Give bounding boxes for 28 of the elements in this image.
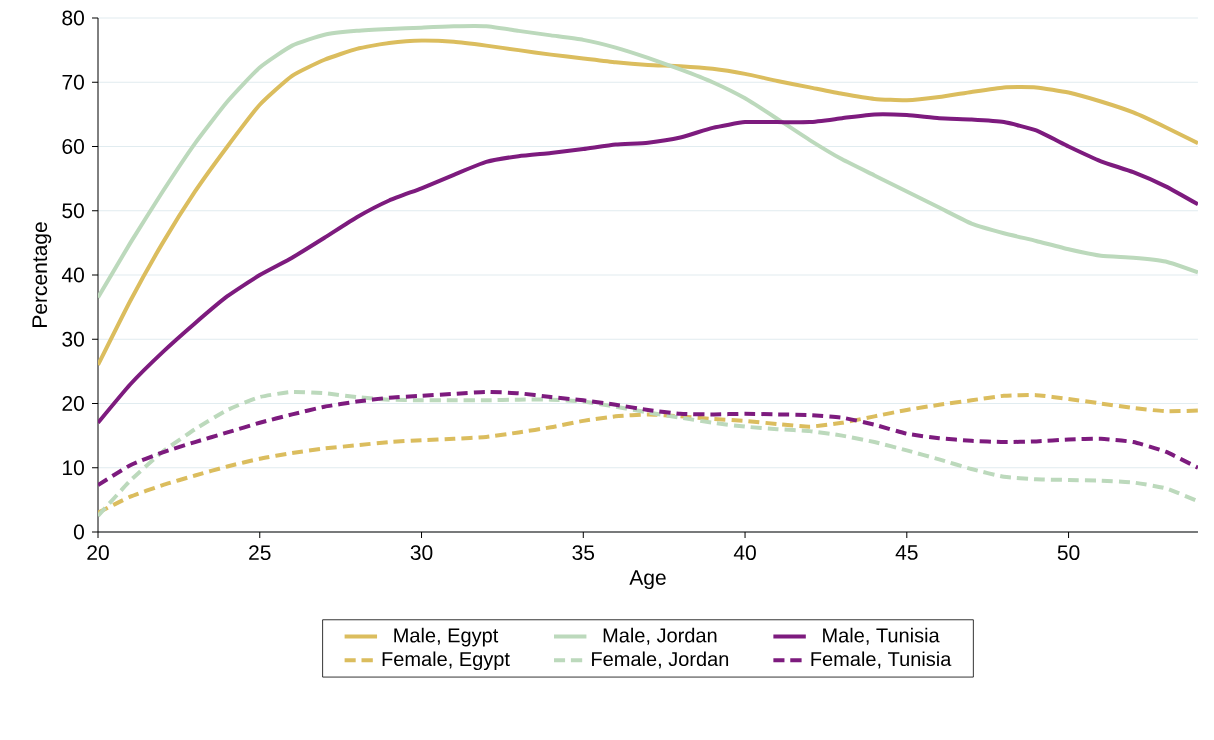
legend-label: Male, Tunisia [823,627,940,645]
y-tick-label: 70 [62,74,84,90]
x-tick-label: 50 [1057,545,1080,561]
legend-label: Female, Egypt [382,651,510,671]
y-tick-label: 40 [61,267,84,283]
y-tick-label: 0 [73,524,84,540]
y-tick-label: 50 [62,203,84,219]
legend-label: Female, Jordan [592,651,729,669]
x-axis-title: Age [629,570,666,590]
y-tick-label: 60 [62,139,84,154]
x-tick-label: 30 [410,545,433,561]
y-tick-label: 30 [62,331,84,347]
x-tick-label: 25 [249,545,271,561]
x-tick-label: 20 [87,545,109,561]
x-tick-label: 40 [733,545,756,561]
y-axis-title: Percentage [32,222,52,327]
x-tick-label: 35 [572,545,595,561]
legend-label: Male, Egypt [394,627,499,647]
y-tick-label: 80 [62,10,84,26]
y-tick-label: 20 [62,396,84,411]
line-series [98,112,1198,425]
legend-label: Female, Tunisia [811,651,952,669]
line-series [98,24,1198,300]
y-tick-label: 10 [63,460,84,476]
line-series [98,38,1198,367]
line-series [98,389,1198,488]
legend-label: Male, Jordan [603,627,717,645]
x-tick-label: 45 [895,545,918,560]
